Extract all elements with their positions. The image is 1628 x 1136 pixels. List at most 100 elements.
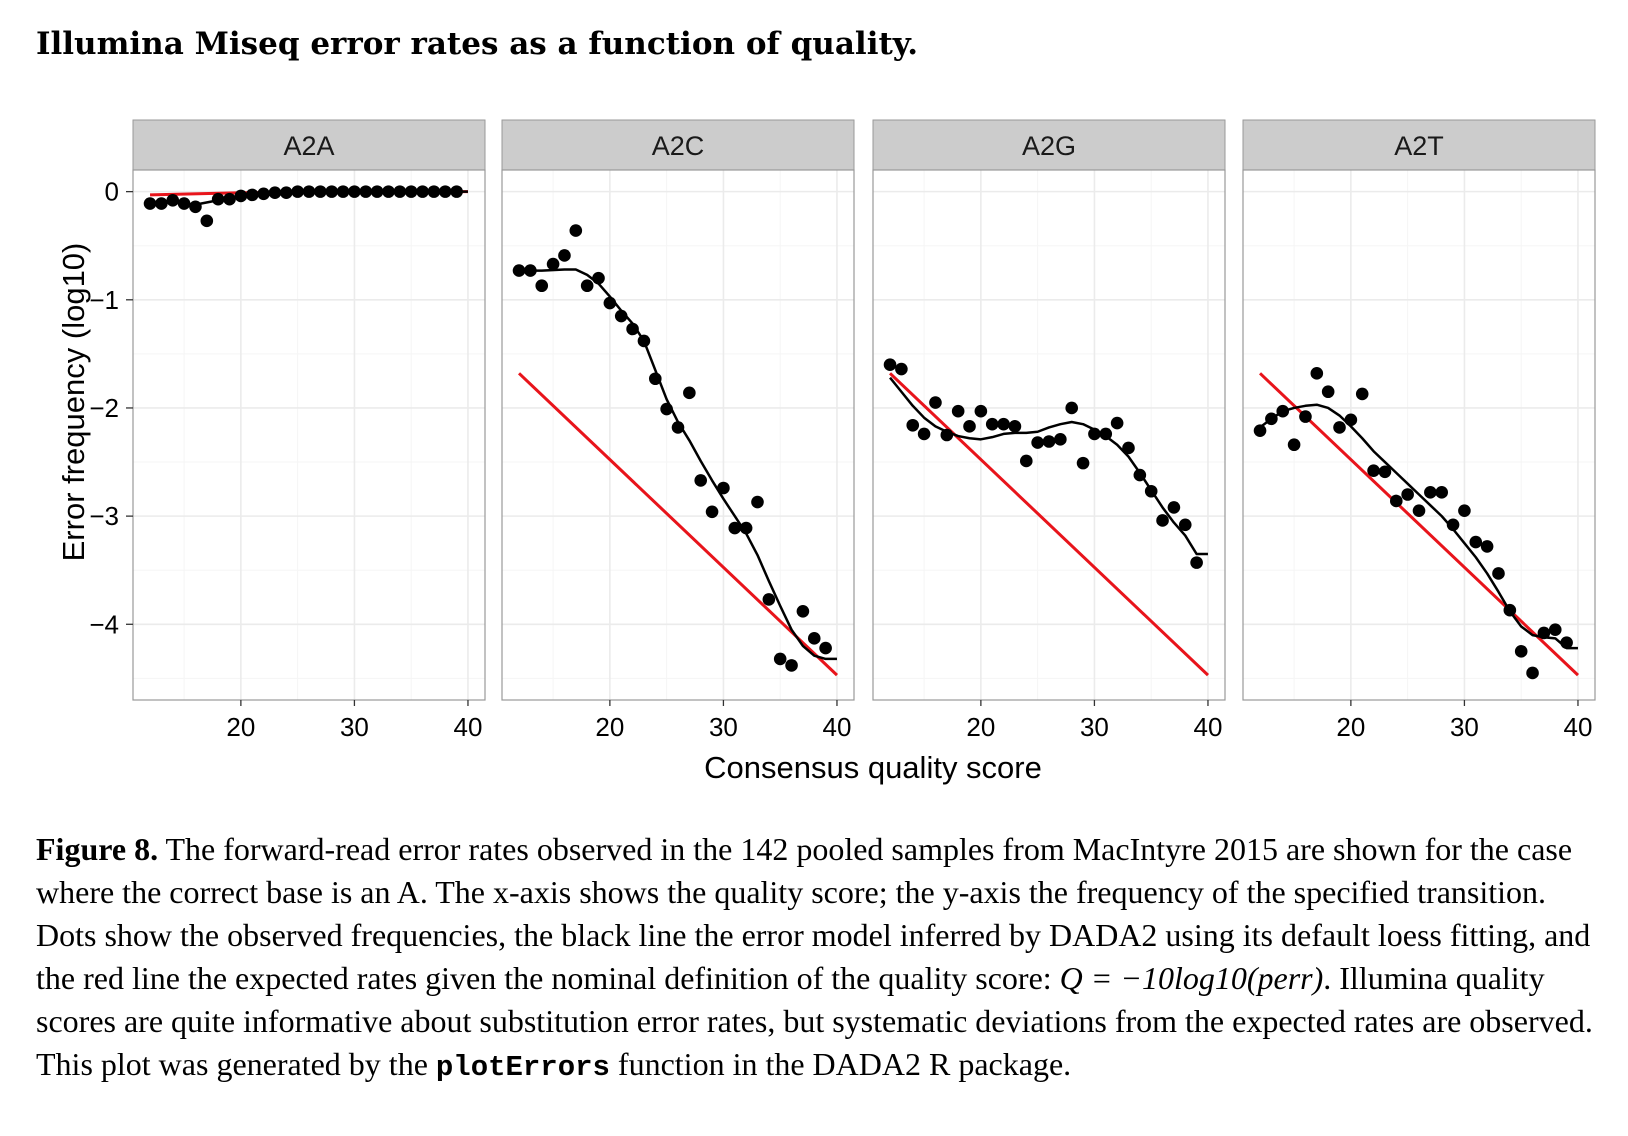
observed-point	[929, 396, 942, 409]
observed-point	[705, 505, 719, 519]
observed-point	[223, 192, 236, 206]
observed-point	[906, 418, 920, 432]
observed-point	[427, 185, 441, 198]
caption-formula: Q = −10log10(perr)	[1059, 960, 1324, 996]
observed-point	[143, 197, 157, 210]
observed-point	[1276, 404, 1290, 418]
panel-border	[132, 169, 486, 701]
y-tick-label: −4	[89, 609, 119, 639]
observed-point	[1019, 454, 1033, 468]
observed-point	[717, 481, 730, 495]
observed-point	[1548, 623, 1562, 636]
observed-point	[1492, 567, 1505, 580]
facet-strip-label: A2C	[652, 131, 705, 161]
observed-point	[336, 185, 350, 198]
caption-text-part2: . Illumina quality scores are quite info…	[36, 960, 1593, 1082]
x-tick-label: 30	[340, 712, 369, 742]
observed-point	[535, 279, 549, 293]
facet-panel-a2t: A2T 20 30 40	[1242, 119, 1596, 742]
observed-point	[728, 521, 742, 535]
x-tick-label: 40	[1194, 712, 1223, 742]
caption-code-function: plotErrors	[435, 1051, 610, 1084]
observed-point	[751, 495, 764, 509]
observed-point	[1190, 556, 1203, 569]
observed-point	[166, 193, 180, 207]
plot-background	[873, 170, 1225, 700]
observed-point	[1122, 441, 1135, 455]
observed-point	[1253, 424, 1267, 437]
facet-strip	[872, 119, 1226, 171]
observed-point	[1310, 367, 1324, 380]
facet-strip	[132, 119, 486, 171]
x-tick-label: 20	[226, 712, 255, 742]
observed-point	[416, 185, 429, 198]
expected-rate-line	[888, 372, 1210, 677]
y-tick-label: −1	[89, 285, 119, 315]
observed-point	[234, 189, 248, 203]
facet-panel-a2c: A2C 20 30 40	[501, 119, 855, 742]
observed-point	[1514, 645, 1528, 658]
observed-point	[997, 417, 1010, 431]
observed-point	[177, 197, 191, 210]
observed-point	[694, 474, 708, 487]
observed-point	[200, 214, 214, 228]
observed-point	[917, 427, 931, 441]
observed-point	[1099, 427, 1113, 441]
observed-point	[1299, 410, 1312, 423]
observed-point	[671, 421, 685, 434]
observed-point	[257, 187, 270, 201]
observed-point	[393, 185, 407, 198]
observed-point	[155, 197, 168, 210]
observed-point	[637, 334, 651, 348]
observed-point	[1446, 518, 1460, 532]
plot-background	[133, 170, 485, 700]
panel-border	[872, 169, 1226, 701]
observed-point	[1133, 468, 1147, 482]
figure-title: Illumina Miseq error rates as a function…	[36, 26, 919, 62]
observed-point	[1008, 420, 1022, 433]
observed-point	[1042, 435, 1056, 448]
x-tick-label: 20	[1336, 712, 1365, 742]
observed-point	[1144, 484, 1158, 498]
observed-point	[245, 188, 259, 202]
observed-point	[1537, 626, 1551, 640]
y-axis-label: Error frequency (log10)	[56, 243, 91, 562]
observed-point	[1412, 504, 1426, 518]
error-model-line	[1259, 403, 1578, 650]
observed-point	[683, 386, 696, 400]
observed-point	[819, 641, 832, 655]
observed-point	[546, 257, 560, 271]
observed-point	[1401, 488, 1414, 501]
observed-point	[940, 428, 954, 442]
observed-point	[626, 322, 639, 336]
x-tick-label: 40	[454, 712, 483, 742]
observed-point	[985, 417, 999, 431]
observed-point	[739, 521, 753, 535]
observed-point	[1287, 438, 1301, 452]
observed-point	[569, 224, 583, 237]
observed-point	[963, 420, 976, 433]
observed-point	[974, 404, 988, 418]
faceted-scatter-chart: A2A 20 30 40 A2C 20 30 40 A2G 20 30 40 A2T 20 30 40 0 −1…	[56, 119, 1596, 785]
observed-point	[785, 659, 798, 672]
observed-point	[314, 185, 327, 198]
observed-point	[1178, 518, 1192, 532]
observed-point	[512, 264, 526, 277]
x-tick-label: 40	[1564, 712, 1593, 742]
observed-point	[796, 605, 810, 618]
observed-point	[279, 186, 293, 200]
observed-point	[370, 185, 384, 198]
observed-point	[558, 249, 571, 262]
observed-point	[1065, 401, 1079, 415]
caption-text-part1: The forward-read error rates observed in…	[36, 831, 1591, 996]
observed-point	[1167, 501, 1181, 514]
panel-border	[501, 169, 855, 701]
observed-point	[580, 279, 594, 293]
x-axis-label: Consensus quality score	[704, 750, 1042, 785]
observed-point	[291, 185, 304, 198]
observed-point	[951, 404, 965, 418]
observed-point	[1333, 421, 1346, 434]
plot-background	[1243, 170, 1595, 700]
observed-point	[1110, 416, 1124, 430]
facet-strip-label: A2G	[1022, 131, 1076, 161]
